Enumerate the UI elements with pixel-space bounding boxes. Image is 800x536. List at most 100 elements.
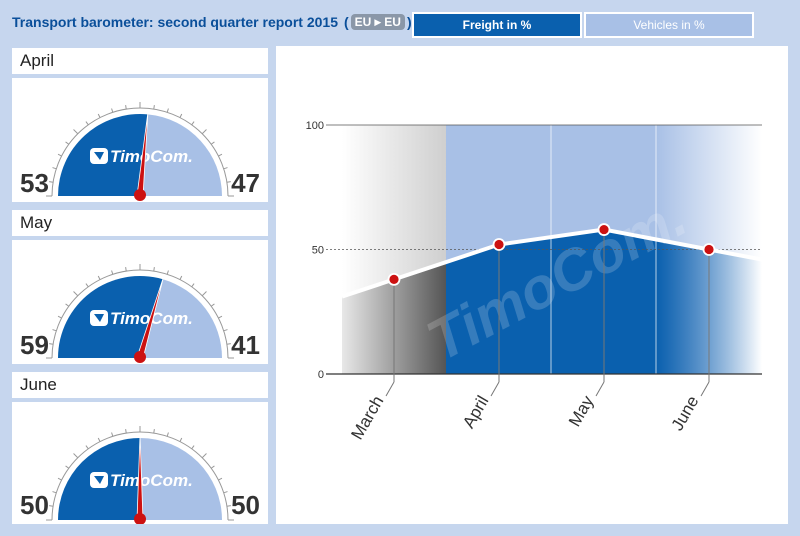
- route-indicator: ( EU ▶ EU ): [344, 14, 412, 30]
- gauge-tick: [85, 445, 89, 450]
- gauge-tick: [179, 275, 183, 280]
- data-point: [702, 243, 716, 256]
- data-point: [597, 223, 611, 236]
- freight-line: [342, 227, 762, 299]
- gauge-tick: [210, 141, 215, 145]
- gauge-tick: [218, 153, 223, 157]
- gauge-tick: [153, 267, 155, 272]
- gauge-tick: [226, 505, 231, 507]
- gauge-tick: [65, 141, 70, 145]
- data-point: [387, 272, 401, 286]
- month-label-may: May: [12, 210, 268, 236]
- route-open-paren: (: [344, 14, 349, 30]
- gauge-tick: [223, 491, 228, 494]
- gauge-tick: [179, 113, 183, 118]
- gauge-tick: [73, 129, 79, 135]
- gauge-tick: [191, 121, 195, 126]
- route-from: EU: [354, 15, 372, 29]
- gauge-tick: [49, 181, 54, 183]
- timocom-logo: TimoCom.: [90, 471, 193, 490]
- gauge-freight-sector: [58, 276, 163, 358]
- gauge-tick: [57, 315, 62, 319]
- data-point: [492, 238, 506, 251]
- gauge-needle-hub: [134, 351, 146, 363]
- gauge-tick: [111, 432, 114, 437]
- tab-freight[interactable]: Freight in %: [412, 12, 582, 38]
- gauge-tick: [223, 329, 228, 332]
- gauge-tick: [111, 270, 114, 275]
- gauge-needle-hub: [134, 189, 146, 201]
- gauge-vehicles-sector: [140, 114, 222, 196]
- x-tick-label: June: [668, 393, 703, 434]
- month-label-june: June: [12, 372, 268, 398]
- gauge-freight-value: 59: [20, 330, 49, 360]
- gauge-tick: [191, 445, 195, 450]
- gauge-tick: [73, 291, 79, 297]
- gauge-needle-hub: [134, 513, 146, 524]
- gauge-tick: [153, 105, 155, 110]
- gauge-tick: [210, 303, 215, 307]
- route-pill: EU ▶ EU: [350, 14, 405, 30]
- gauge-tick: [52, 167, 57, 170]
- gauge-dial: TimoCom.: [46, 102, 234, 201]
- gauge-april: TimoCom. 53 47: [12, 78, 268, 202]
- gauge-tick: [125, 105, 127, 110]
- timocom-logo: TimoCom.: [90, 147, 193, 166]
- gauge-tick: [218, 315, 223, 319]
- gauge-tick: [166, 108, 169, 113]
- route-arrow-icon: ▶: [374, 16, 382, 27]
- gauge-tick: [179, 437, 183, 442]
- tab-vehicles[interactable]: Vehicles in %: [584, 12, 754, 38]
- y-tick-label: 0: [318, 369, 324, 381]
- timocom-logo: TimoCom.: [90, 309, 193, 328]
- gauge-tick: [111, 108, 114, 113]
- gauge-tick: [52, 491, 57, 494]
- gauge-tick: [49, 343, 54, 345]
- gauge-tick: [97, 275, 101, 280]
- title-text: Transport barometer: second quarter repo…: [12, 14, 338, 30]
- gauge-tick: [226, 343, 231, 345]
- gauge-tick: [85, 283, 89, 288]
- gauge-tick: [125, 429, 127, 434]
- month-label-april: April: [12, 48, 268, 74]
- gauge-tick: [57, 477, 62, 481]
- gauge-tick: [218, 477, 223, 481]
- gauge-freight-value: 53: [20, 168, 49, 198]
- gauge-freight-value: 50: [20, 490, 49, 520]
- label-leader: [595, 381, 605, 397]
- gauge-tick: [226, 181, 231, 183]
- gauge-tick: [73, 453, 79, 459]
- x-tick-label: March: [347, 393, 387, 443]
- label-leader: [490, 381, 500, 397]
- gauge-tick: [65, 465, 70, 469]
- gauge-vehicles-sector: [140, 438, 222, 520]
- page-title: Transport barometer: second quarter repo…: [12, 14, 412, 30]
- logo-text: TimoCom.: [110, 147, 193, 166]
- x-tick-label: May: [565, 392, 598, 430]
- gauge-tick: [97, 113, 101, 118]
- gauge-tick: [210, 465, 215, 469]
- gauge-vehicles-value: 47: [231, 168, 260, 198]
- gauge-tick: [201, 291, 207, 297]
- gauge-tick: [65, 303, 70, 307]
- gauge-june: TimoCom. 50 50: [12, 402, 268, 524]
- chart-panel: TimoCom. 0 50 100 March April May June: [276, 46, 788, 524]
- gauge-tick: [201, 453, 207, 459]
- gauge-vehicles-sector: [140, 279, 222, 358]
- route-to: EU: [384, 15, 401, 29]
- gauge-tick: [201, 129, 207, 135]
- gauge-tick: [97, 437, 101, 442]
- gauge-vehicles-value: 41: [231, 330, 260, 360]
- gauge-tick: [223, 167, 228, 170]
- label-leader: [700, 381, 710, 397]
- y-tick-label: 50: [312, 245, 324, 257]
- gauge-dial: TimoCom.: [46, 426, 234, 524]
- logo-text: TimoCom.: [110, 471, 193, 490]
- gauge-tick: [49, 505, 54, 507]
- gauge-tick: [52, 329, 57, 332]
- gauge-dial: TimoCom.: [46, 264, 234, 363]
- route-close-paren: ): [406, 14, 412, 30]
- gauge-tick: [166, 432, 169, 437]
- gauge-tick: [85, 121, 89, 126]
- gauge-tick: [191, 283, 195, 288]
